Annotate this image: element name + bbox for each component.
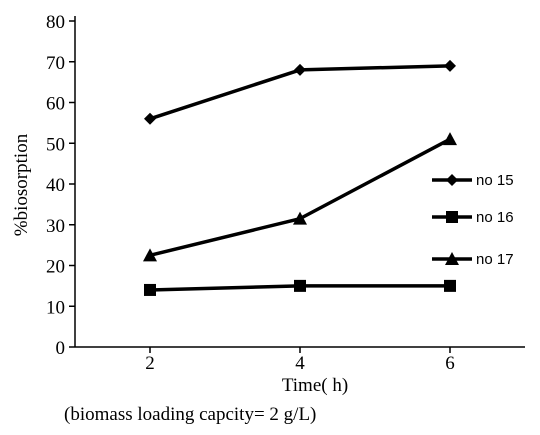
data-point bbox=[144, 112, 156, 125]
data-point bbox=[444, 279, 456, 292]
y-tick-label: 80 bbox=[46, 12, 65, 33]
x-tick-label: 2 bbox=[145, 353, 155, 374]
legend: no 15 no 16 no 17 bbox=[432, 172, 514, 268]
data-point bbox=[143, 248, 157, 262]
legend-label: no 17 bbox=[476, 251, 514, 268]
data-point bbox=[293, 211, 307, 225]
y-tick-label: 50 bbox=[46, 134, 65, 155]
legend-item: no 16 bbox=[432, 209, 514, 226]
y-tick-label: 40 bbox=[46, 175, 65, 196]
data-point bbox=[294, 279, 306, 292]
series-layer bbox=[143, 59, 457, 296]
legend-label: no 16 bbox=[476, 209, 514, 226]
series-no-17 bbox=[143, 132, 457, 262]
data-point bbox=[443, 132, 457, 146]
legend-label: no 15 bbox=[476, 172, 514, 189]
legend-item: no 15 bbox=[432, 172, 514, 189]
x-tick-label: 6 bbox=[445, 353, 455, 374]
y-tick-label: 70 bbox=[46, 53, 65, 74]
x-axis-title: Time( h) bbox=[282, 375, 348, 396]
chart-caption: (biomass loading capcity= 2 g/L) bbox=[64, 404, 316, 425]
series-no-15 bbox=[144, 59, 456, 125]
series-no-16 bbox=[144, 279, 456, 296]
y-tick-label: 10 bbox=[46, 297, 65, 318]
data-point bbox=[294, 63, 306, 76]
y-tick-label: 60 bbox=[46, 94, 65, 115]
data-point bbox=[444, 59, 456, 72]
y-axis-title: %biosorption bbox=[11, 133, 32, 236]
y-tick-label: 30 bbox=[46, 216, 65, 237]
legend-marker bbox=[445, 252, 459, 265]
axes: 0 10 20 30 40 50 60 70 80 2 4 6 bbox=[46, 12, 525, 374]
legend-marker bbox=[446, 174, 458, 186]
y-tick-label: 0 bbox=[56, 338, 66, 359]
series-line bbox=[149, 137, 451, 258]
data-point bbox=[144, 283, 156, 296]
legend-marker bbox=[446, 211, 458, 223]
x-tick-label: 4 bbox=[295, 353, 305, 374]
y-tick-label: 20 bbox=[46, 257, 65, 278]
legend-item: no 17 bbox=[432, 251, 514, 268]
